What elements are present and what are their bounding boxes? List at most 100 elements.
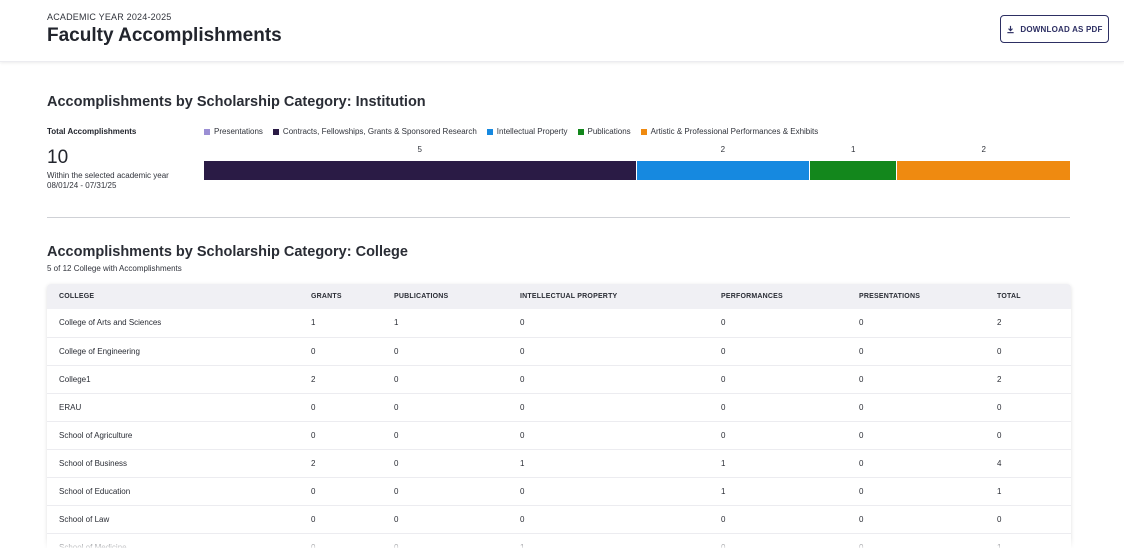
table-cell: 2 (299, 365, 382, 394)
legend-swatch (204, 128, 210, 135)
table-cell: 0 (299, 505, 382, 534)
table-cell: 0 (847, 309, 985, 338)
table-row[interactable]: School of Law 0 0 0 0 0 0 (47, 505, 1071, 534)
table-cell: 0 (382, 365, 508, 394)
legend-item: Contracts, Fellowships, Grants & Sponsor… (272, 127, 477, 136)
bar-segment[interactable] (636, 161, 810, 180)
stacked-bar-chart (204, 161, 1070, 180)
table-row[interactable]: College of Engineering 0 0 0 0 0 0 (47, 337, 1071, 366)
college-table: COLLEGE GRANTS PUBLICATIONS INTELLECTUAL PR… (47, 284, 1071, 548)
table-cell: 0 (847, 477, 985, 506)
legend-swatch (272, 128, 279, 135)
column-header[interactable]: PRESENTATIONS (859, 293, 921, 300)
table-cell: 1 (709, 449, 847, 478)
download-pdf-button[interactable]: DOWNLOAD AS PDF (1000, 15, 1109, 43)
table-cell: 1 (299, 309, 382, 338)
table-cell: 0 (382, 421, 508, 450)
table-cell: 1 (985, 477, 1071, 506)
college-name-cell: College of Arts and Sciences (47, 309, 299, 338)
table-cell: 0 (299, 477, 382, 506)
college-name-cell: School of Business (47, 449, 299, 478)
table-row[interactable]: College of Arts and Sciences 1 1 0 0 0 2 (47, 309, 1071, 338)
table-cell: 0 (847, 449, 985, 478)
total-accomplishments-value: 10 (47, 147, 69, 168)
page-header: ACADEMIC YEAR 2024-2025 Faculty Accompli… (0, 0, 1124, 62)
college-section-subtitle: 5 of 12 College with Accomplishments (47, 264, 182, 273)
college-name-cell: College1 (47, 365, 299, 394)
table-cell: 0 (382, 337, 508, 366)
table-cell: 0 (508, 365, 709, 394)
academic-year-label: ACADEMIC YEAR 2024-2025 (47, 12, 172, 22)
chart-legend: Presentations Contracts, Fellowships, Gra… (204, 127, 818, 136)
table-header-row: COLLEGE GRANTS PUBLICATIONS INTELLECTUAL PR… (47, 284, 1071, 309)
table-cell: 0 (709, 505, 847, 534)
table-cell: 1 (709, 477, 847, 506)
table-cell: 0 (299, 421, 382, 450)
table-cell: 0 (382, 505, 508, 534)
table-cell: 0 (382, 449, 508, 478)
bar-segment[interactable] (897, 161, 1070, 180)
table-cell: 0 (382, 393, 508, 422)
table-row[interactable]: School of Business 2 0 1 1 0 4 (47, 449, 1071, 478)
column-header[interactable]: COLLEGE (59, 293, 95, 300)
table-cell: 0 (847, 421, 985, 450)
bar-segment-value: 1 (851, 145, 856, 154)
section-divider (47, 217, 1070, 218)
bar-value-labels: 5 2 1 2 (204, 145, 1070, 155)
table-cell: 0 (847, 365, 985, 394)
legend-swatch (486, 128, 493, 135)
table-row[interactable]: School of Education 0 0 0 1 0 1 (47, 477, 1071, 506)
download-icon (1007, 25, 1015, 33)
column-header[interactable]: PUBLICATIONS (394, 293, 449, 300)
table-cell: 0 (508, 505, 709, 534)
table-cell: 0 (847, 505, 985, 534)
table-cell: 0 (508, 337, 709, 366)
table-row[interactable]: ERAU 0 0 0 0 0 0 (47, 393, 1071, 422)
table-row[interactable]: School of Agriculture 0 0 0 0 0 0 (47, 421, 1071, 450)
table-cell: 0 (709, 309, 847, 338)
download-pdf-label: DOWNLOAD AS PDF (1020, 24, 1103, 34)
table-cell: 0 (299, 337, 382, 366)
table-cell: 0 (382, 477, 508, 506)
table-cell: 0 (709, 393, 847, 422)
legend-item: Intellectual Property (486, 127, 568, 136)
table-cell: 1 (508, 449, 709, 478)
table-cell: 0 (709, 337, 847, 366)
column-header[interactable]: INTELLECTUAL PROPERTY (520, 293, 618, 300)
legend-swatch (640, 128, 647, 135)
college-name-cell: College of Engineering (47, 337, 299, 366)
column-header[interactable]: TOTAL (997, 293, 1021, 300)
legend-label: Publications (587, 127, 631, 136)
legend-label: Contracts, Fellowships, Grants & Sponsor… (282, 127, 477, 136)
bar-segment-value: 5 (417, 145, 422, 154)
college-table-card: COLLEGE GRANTS PUBLICATIONS INTELLECTUAL PR… (47, 284, 1071, 548)
column-header[interactable]: PERFORMANCES (721, 293, 783, 300)
table-cell: 0 (508, 421, 709, 450)
table-cell: 1 (382, 309, 508, 338)
college-name-cell: School of Education (47, 477, 299, 506)
bar-segment-value: 2 (720, 145, 726, 154)
column-header[interactable]: GRANTS (311, 293, 342, 300)
college-name-cell: School of Law (47, 505, 299, 534)
table-cell: 0 (985, 337, 1071, 366)
table-cell: 0 (985, 421, 1071, 450)
table-cell: 2 (299, 449, 382, 478)
table-cell: 0 (508, 393, 709, 422)
legend-swatch (577, 128, 584, 135)
table-cell: 0 (985, 393, 1071, 422)
table-cell: 2 (985, 309, 1071, 338)
bar-segment[interactable] (204, 161, 636, 180)
table-cell: 0 (709, 421, 847, 450)
bar-segment[interactable] (810, 161, 897, 180)
institution-section-title: Accomplishments by Scholarship Category:… (47, 94, 426, 110)
college-name-cell: ERAU (47, 393, 299, 422)
table-cell: 0 (709, 365, 847, 394)
total-accomplishments-description: Within the selected academic year 08/01/… (47, 171, 169, 190)
table-cell: 0 (847, 393, 985, 422)
legend-item: Publications (577, 127, 631, 136)
legend-label: Intellectual Property (496, 127, 568, 136)
legend-label: Presentations (214, 127, 263, 136)
table-cell: 0 (299, 393, 382, 422)
table-cell: 2 (985, 365, 1071, 394)
table-row[interactable]: College1 2 0 0 0 0 2 (47, 365, 1071, 394)
